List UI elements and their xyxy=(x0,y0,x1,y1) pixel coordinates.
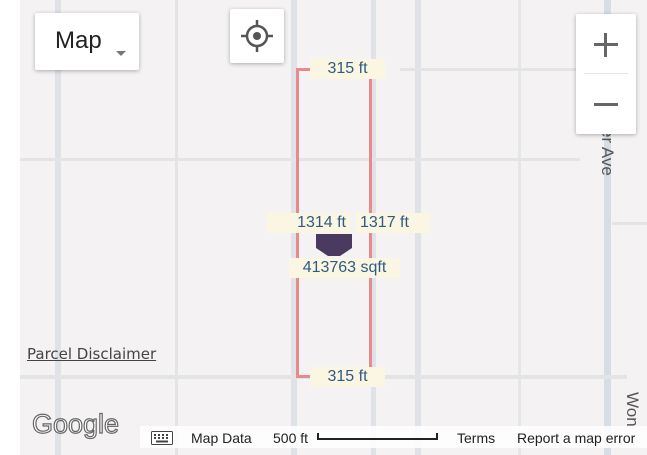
map-canvas[interactable]: 315 ft 1314 ft 1317 ft 413763 sqft 315 f… xyxy=(20,0,647,455)
divider xyxy=(584,73,628,74)
road xyxy=(612,222,647,225)
minus-icon xyxy=(594,103,618,106)
zoom-control xyxy=(576,14,636,134)
road xyxy=(175,0,178,455)
terms-link[interactable]: Terms xyxy=(457,430,496,446)
parcel-bottom-width-label: 315 ft xyxy=(310,367,385,387)
map-data-link[interactable]: Map Data xyxy=(191,430,252,446)
scale-label[interactable]: 500 ft xyxy=(273,430,309,446)
locate-button[interactable] xyxy=(230,9,284,63)
map-type-button[interactable]: Map xyxy=(35,13,139,70)
zoom-in-button[interactable] xyxy=(576,14,636,73)
road xyxy=(518,0,521,455)
left-margin xyxy=(0,0,20,455)
street-label: Won xyxy=(623,392,642,427)
report-map-error-link[interactable]: Report a map error xyxy=(517,430,636,446)
parcel-marker-icon[interactable] xyxy=(314,232,354,258)
map-type-label: Map xyxy=(55,27,102,54)
road xyxy=(20,158,580,161)
parcel-disclaimer-link[interactable]: Parcel Disclaimer xyxy=(27,345,157,363)
chevron-down-icon xyxy=(116,51,126,56)
scale-bar xyxy=(317,433,438,440)
locate-icon xyxy=(241,20,273,52)
parcel-left-length-label: 1314 ft xyxy=(267,213,350,233)
road xyxy=(604,0,611,455)
map-footer: Map Data 500 ft Terms Report a map error xyxy=(140,426,647,448)
parcel-top-width-label: 315 ft xyxy=(310,59,385,79)
parcel-right-length-label: 1317 ft xyxy=(356,213,430,233)
road xyxy=(55,0,61,455)
street-label: er Ave xyxy=(598,128,617,176)
keyboard-icon[interactable] xyxy=(151,431,173,445)
zoom-out-button[interactable] xyxy=(576,74,636,133)
parcel-area-label: 413763 sqft xyxy=(289,258,400,278)
road xyxy=(400,68,600,71)
google-logo: Google xyxy=(31,408,120,439)
